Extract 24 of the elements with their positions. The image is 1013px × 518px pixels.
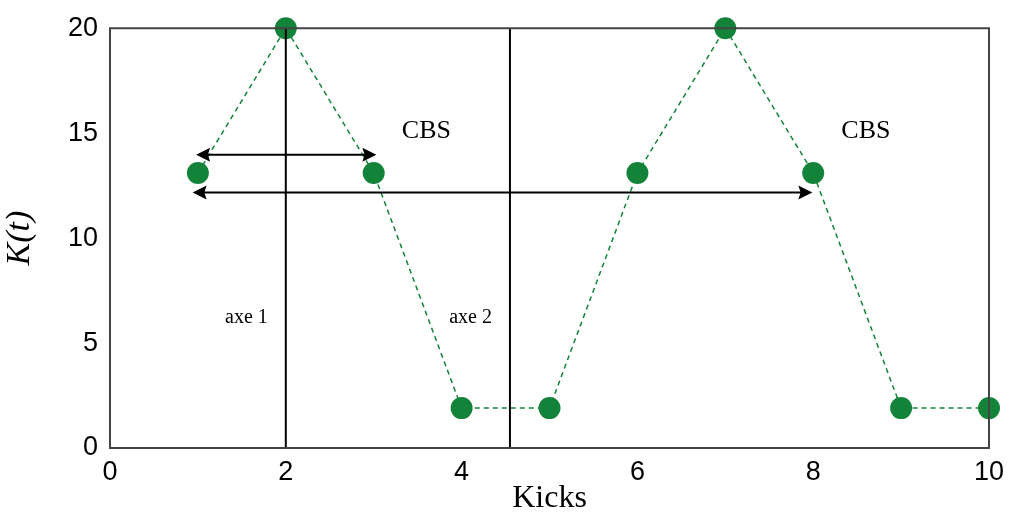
x-axis-title: Kicks: [512, 478, 587, 515]
x-tick-label: 8: [805, 455, 821, 486]
point: [186, 162, 209, 185]
annotation: CBS: [401, 114, 452, 144]
y-tick-label: 0: [82, 431, 98, 462]
point: [450, 397, 473, 420]
ref-line-label: axe 2: [449, 305, 492, 328]
point: [802, 162, 825, 185]
y-tick-label: 10: [67, 221, 98, 252]
y-tick-label: 20: [67, 11, 98, 42]
y-tick-label: 15: [67, 116, 98, 147]
y-tick-label: 5: [82, 326, 98, 357]
x-tick-label: 2: [278, 455, 294, 486]
x-tick-label: 6: [629, 455, 645, 486]
point: [538, 397, 561, 420]
ref-line-label: axe 1: [225, 305, 268, 328]
point: [626, 162, 649, 185]
x-tick-label: 4: [454, 455, 470, 486]
annotation: CBS: [841, 114, 891, 144]
x-tick-label: 10: [973, 455, 1005, 486]
y-axis-title: K(t): [0, 210, 38, 267]
point: [362, 162, 385, 185]
point: [890, 397, 913, 420]
x-tick-label: 0: [102, 455, 118, 486]
